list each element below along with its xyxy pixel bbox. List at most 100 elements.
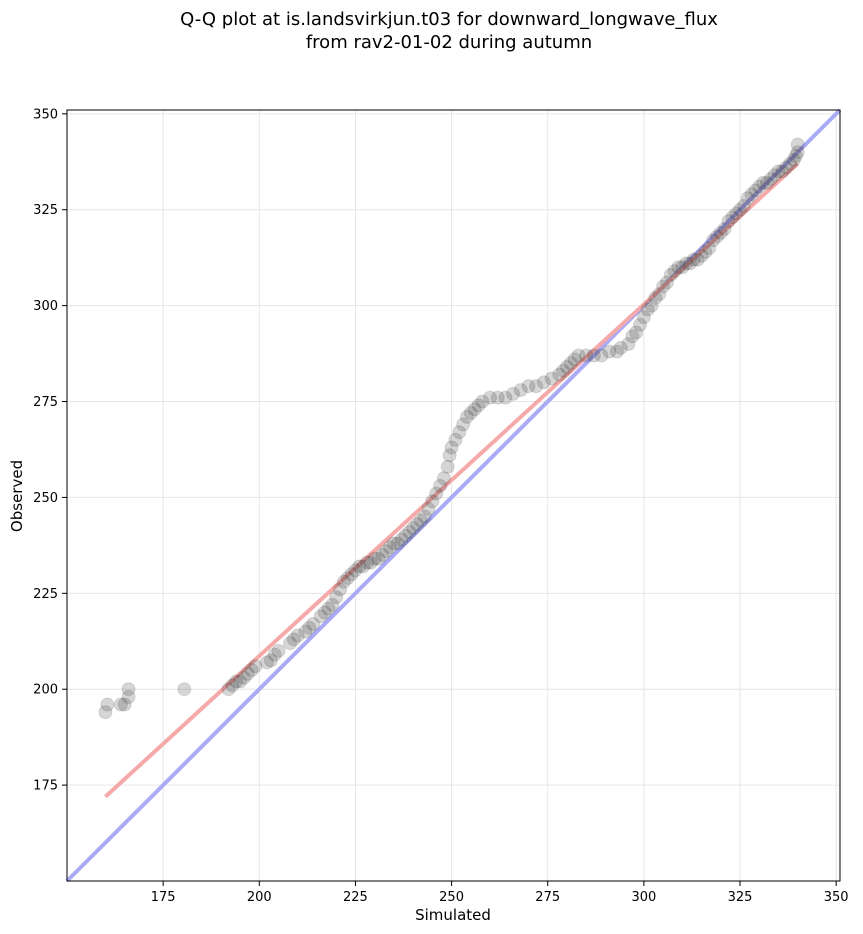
- quantile-point: [429, 486, 444, 501]
- quantile-point: [100, 697, 115, 712]
- quantile-point: [467, 402, 482, 417]
- quantile-point: [259, 655, 274, 670]
- quantile-point: [229, 674, 244, 689]
- quantile-point: [709, 229, 724, 244]
- quantile-point: [386, 536, 401, 551]
- quantile-point: [498, 390, 513, 405]
- quantile-point: [767, 168, 782, 183]
- quantile-point: [779, 160, 794, 175]
- quantile-point: [359, 555, 374, 570]
- quantile-point: [694, 248, 709, 263]
- quantile-point: [379, 544, 394, 559]
- quantile-point: [775, 164, 790, 179]
- quantile-point: [675, 260, 690, 275]
- quantile-point: [398, 528, 413, 543]
- quantile-point: [621, 336, 636, 351]
- quantile-point: [786, 152, 801, 167]
- quantile-point: [659, 275, 674, 290]
- quantile-point: [663, 267, 678, 282]
- quantile-point: [771, 164, 786, 179]
- plot-frame: [66, 109, 841, 882]
- quantile-point: [425, 494, 440, 509]
- quantile-point: [633, 317, 648, 332]
- quantile-point: [748, 183, 763, 198]
- quantile-point: [417, 509, 432, 524]
- quantile-point: [352, 559, 367, 574]
- quantile-point: [394, 532, 409, 547]
- quantile-point: [336, 574, 351, 589]
- quantile-point: [248, 659, 263, 674]
- quantile-point: [325, 597, 340, 612]
- quantile-point: [752, 179, 767, 194]
- quantile-point: [683, 256, 698, 271]
- quantile-point: [286, 632, 301, 647]
- quantile-point: [452, 425, 467, 440]
- quantile-point: [736, 198, 751, 213]
- quantile-point: [121, 682, 136, 697]
- quantile-point: [402, 524, 417, 539]
- y-tick-label: 225: [33, 587, 58, 602]
- quantile-point: [721, 214, 736, 229]
- quantile-point: [706, 233, 721, 248]
- y-tick-label: 200: [33, 683, 58, 698]
- one-to-one-reference-line: [65, 108, 842, 883]
- quantile-point: [302, 620, 317, 635]
- quantile-point: [483, 390, 498, 405]
- quantile-point: [448, 432, 463, 447]
- quantile-point: [117, 697, 132, 712]
- quantile-point: [559, 360, 574, 374]
- quantile-point: [367, 551, 382, 566]
- quantile-point: [552, 367, 567, 382]
- quantile-point: [356, 559, 371, 574]
- quantile-point: [783, 156, 798, 171]
- quantile-point: [121, 689, 136, 704]
- quantile-point: [733, 202, 748, 217]
- y-tick-label: 175: [33, 779, 58, 794]
- quantile-point: [329, 590, 344, 605]
- quantile-point: [283, 636, 298, 651]
- x-tick-label: 325: [728, 890, 753, 905]
- quantile-point: [225, 678, 240, 693]
- quantile-point: [444, 440, 459, 455]
- y-tick-label: 250: [33, 491, 58, 506]
- quantile-point: [579, 348, 594, 363]
- quantile-point: [306, 617, 321, 631]
- chart-title-line1: Q-Q plot at is.landsvirkjun.t03 for down…: [180, 9, 718, 30]
- quantile-point: [413, 513, 428, 528]
- quantile-point: [98, 705, 113, 720]
- quantile-point: [421, 501, 436, 516]
- quantile-point: [717, 221, 732, 236]
- quantile-point: [459, 409, 474, 424]
- quantile-point: [333, 582, 348, 597]
- quantile-point: [236, 670, 251, 685]
- x-tick-label: 175: [151, 890, 176, 905]
- quantile-point: [790, 145, 805, 160]
- grid-lines: [67, 110, 840, 881]
- quantile-point: [440, 459, 455, 474]
- quantile-point: [263, 653, 278, 668]
- quantile-point: [313, 609, 328, 624]
- quantile-point: [636, 310, 651, 325]
- quantile-point: [648, 290, 663, 305]
- quantile-point: [671, 260, 686, 275]
- quantile-point: [613, 340, 628, 355]
- quantile-point: [375, 547, 390, 562]
- quantile-point: [221, 682, 236, 697]
- quantile-point: [652, 287, 667, 302]
- quantile-point: [544, 371, 559, 386]
- quantile-point: [690, 252, 705, 267]
- quantile-point: [348, 563, 363, 578]
- quantile-point: [298, 624, 313, 639]
- quantile-point: [625, 329, 640, 344]
- quantile-point: [556, 363, 571, 378]
- quantile-point: [744, 187, 759, 202]
- quantile-point: [506, 386, 521, 401]
- quantile-point: [390, 536, 405, 551]
- quantile-point: [290, 628, 305, 643]
- x-tick-label: 275: [535, 890, 560, 905]
- x-axis-ticks: 175 200 225 250 275 300 325 350: [151, 881, 849, 905]
- x-tick-label: 350: [824, 890, 849, 905]
- quantile-point: [490, 390, 505, 405]
- quantile-point: [759, 175, 774, 190]
